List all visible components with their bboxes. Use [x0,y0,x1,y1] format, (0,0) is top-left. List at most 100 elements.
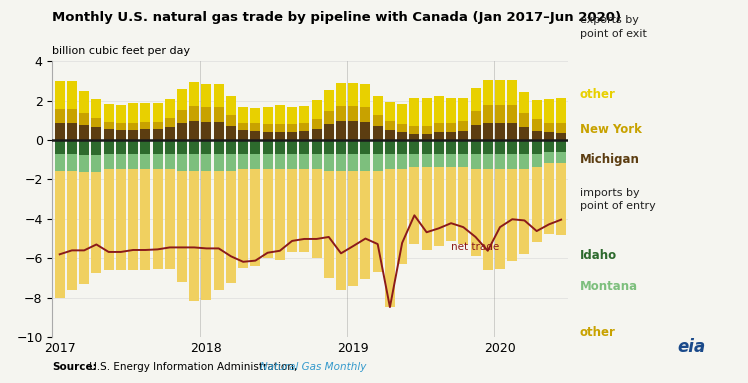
Bar [409,167,420,244]
Bar [385,130,395,140]
Bar [141,154,150,169]
Bar [67,140,77,154]
Bar [67,154,77,170]
Bar [226,140,236,154]
Bar [177,170,187,283]
Bar [532,100,542,119]
Bar [226,126,236,140]
Bar [373,140,383,154]
Bar [116,154,126,169]
Bar [446,154,456,167]
Bar [532,167,542,242]
Bar [141,122,150,129]
Text: Source:: Source: [52,362,97,372]
Bar [422,126,432,134]
Bar [299,123,310,131]
Bar [361,107,370,122]
Bar [422,98,432,126]
Bar [434,167,444,246]
Bar [470,88,480,111]
Bar [361,140,370,154]
Bar [556,133,566,140]
Bar [385,140,395,154]
Bar [495,105,505,123]
Bar [67,170,77,290]
Bar [397,132,407,140]
Bar [287,169,297,252]
Bar [385,154,395,169]
Bar [324,90,334,111]
Text: imports by
point of entry: imports by point of entry [580,188,655,211]
Text: U.S. Energy Information Administration,: U.S. Energy Information Administration, [86,362,301,372]
Bar [251,131,260,140]
Bar [446,132,456,140]
Bar [409,98,420,126]
Bar [189,170,199,301]
Bar [104,169,114,270]
Bar [177,123,187,140]
Bar [397,169,407,264]
Bar [275,169,285,260]
Bar [409,154,420,167]
Bar [434,140,444,154]
Bar [434,123,444,132]
Bar [189,140,199,154]
Bar [397,104,407,124]
Bar [238,107,248,123]
Bar [177,140,187,154]
Text: eia: eia [677,338,705,356]
Bar [201,154,212,170]
Bar [336,170,346,290]
Bar [507,80,517,105]
Bar [349,83,358,106]
Bar [55,81,65,108]
Bar [55,123,65,140]
Bar [189,106,199,121]
Bar [434,154,444,167]
Bar [397,140,407,154]
Bar [263,124,272,132]
Bar [422,154,432,167]
Bar [532,154,542,167]
Bar [446,167,456,241]
Bar [275,105,285,124]
Bar [79,125,89,140]
Bar [128,140,138,154]
Bar [311,140,322,154]
Bar [482,105,493,123]
Bar [519,113,530,127]
Bar [153,122,162,129]
Bar [324,124,334,140]
Bar [373,115,383,126]
Bar [189,154,199,170]
Bar [299,106,310,123]
Bar [116,140,126,154]
Bar [165,169,175,269]
Bar [409,140,420,154]
Text: Idaho: Idaho [580,249,617,262]
Bar [141,103,150,122]
Bar [544,163,554,234]
Bar [116,105,126,123]
Bar [507,105,517,123]
Bar [532,119,542,131]
Bar [177,89,187,110]
Bar [519,127,530,140]
Bar [189,82,199,106]
Bar [519,154,530,169]
Bar [104,140,114,154]
Bar [507,169,517,262]
Bar [67,123,77,140]
Bar [311,100,322,119]
Bar [556,98,566,123]
Bar [482,154,493,169]
Bar [55,170,65,298]
Bar [104,104,114,122]
Bar [556,140,566,152]
Bar [495,169,505,269]
Bar [153,154,162,169]
Bar [91,99,102,118]
Text: billion cubic feet per day: billion cubic feet per day [52,46,191,56]
Bar [532,140,542,154]
Text: Natural Gas Monthly: Natural Gas Monthly [260,362,367,372]
